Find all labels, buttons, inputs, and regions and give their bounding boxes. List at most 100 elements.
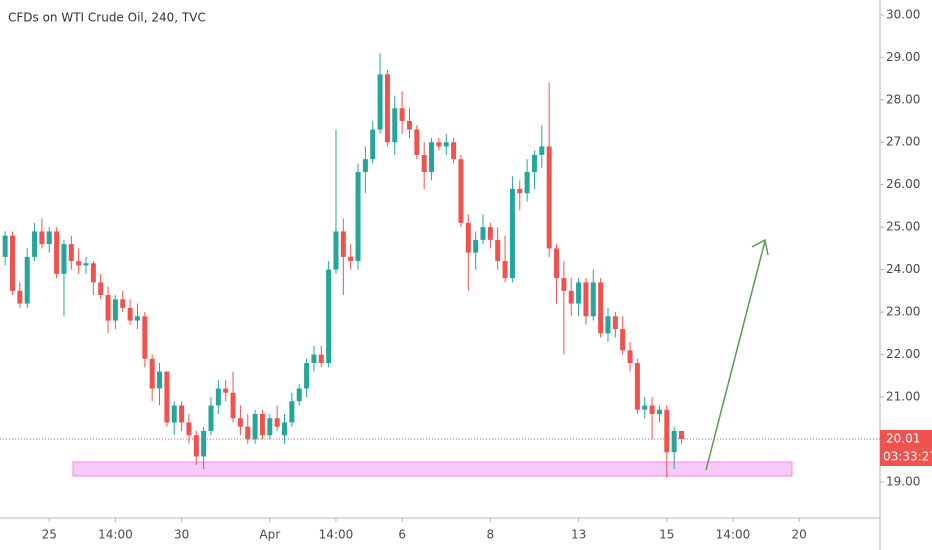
candle [554, 244, 560, 304]
candle-body [289, 401, 295, 423]
x-tick-label: Apr [259, 528, 280, 542]
candle [421, 142, 427, 189]
candle-body [68, 244, 74, 262]
candle [487, 222, 493, 249]
candle-body [17, 290, 23, 304]
candle-body [546, 146, 552, 249]
candle-body [171, 405, 177, 423]
candle [406, 108, 412, 138]
candle-body [142, 316, 148, 359]
candle-body [98, 282, 104, 296]
y-tick-label: 30.00 [886, 7, 920, 21]
candle [311, 346, 317, 372]
candle [179, 401, 185, 431]
candle [17, 282, 23, 308]
candle [223, 380, 229, 402]
candle-body [679, 430, 685, 440]
arrow-line [705, 240, 766, 471]
candle-body [39, 231, 45, 245]
candle-body [282, 422, 288, 436]
candle-body [392, 108, 398, 143]
candle-body [311, 354, 317, 364]
candle-body [620, 329, 626, 351]
candle [208, 396, 214, 436]
y-tick-label: 23.00 [886, 305, 920, 319]
candle [274, 405, 280, 431]
candle-body [568, 290, 574, 304]
candle [576, 278, 582, 317]
candle-body [76, 261, 82, 266]
candle [105, 286, 111, 334]
y-tick-label: 19.00 [886, 474, 920, 488]
candle-body [429, 142, 435, 172]
candle [90, 261, 96, 296]
candle [392, 95, 398, 155]
candle [348, 244, 354, 270]
candle [473, 231, 479, 270]
candle [370, 121, 376, 164]
candle [664, 405, 670, 478]
candle-body [414, 129, 420, 155]
candle [333, 129, 339, 274]
candle-body [267, 418, 273, 436]
candle [649, 396, 655, 440]
y-tick-label: 29.00 [886, 50, 920, 64]
candle [230, 371, 236, 423]
candle-body [223, 388, 229, 393]
candle-body [24, 256, 30, 304]
x-tick-label: 8 [487, 528, 495, 542]
candle-body [186, 422, 192, 436]
candle-body [326, 269, 332, 364]
candle [193, 430, 199, 465]
candle [296, 384, 302, 406]
y-tick-label: 25.00 [886, 220, 920, 234]
candle [429, 137, 435, 181]
candle [377, 53, 383, 134]
projection-arrow [705, 238, 769, 471]
candle-body [480, 227, 486, 240]
candle [157, 363, 163, 406]
candle-body [157, 371, 163, 389]
arrow-head [751, 238, 769, 256]
candle [237, 405, 243, 436]
candle [282, 413, 288, 444]
last-price-badge [880, 430, 932, 449]
candle [546, 82, 552, 257]
candle [39, 218, 45, 249]
candle-body [230, 392, 236, 419]
candle [465, 214, 471, 291]
candle-body [32, 231, 38, 257]
candle-body [340, 231, 346, 257]
candle [9, 231, 15, 296]
candle [112, 295, 118, 330]
candle-body [509, 188, 515, 279]
candle [46, 227, 52, 253]
x-tick-label: 14:00 [98, 528, 133, 542]
candle [201, 426, 207, 470]
candle-body [554, 248, 560, 279]
candle-body [304, 363, 310, 389]
x-tick-label: 13 [571, 528, 586, 542]
candle-body [201, 430, 207, 457]
candle-body [421, 154, 427, 172]
candle-body [237, 418, 243, 427]
candle [605, 307, 611, 342]
candle [524, 159, 530, 202]
candle [186, 413, 192, 444]
candle-body [296, 388, 302, 402]
candle [120, 290, 126, 313]
candle-body [355, 171, 361, 262]
candle-body [656, 409, 662, 414]
candle [627, 341, 633, 372]
candle [679, 430, 685, 444]
candle-body [54, 231, 60, 274]
candle-body [436, 142, 442, 147]
candle [531, 150, 537, 189]
candle [561, 261, 567, 355]
candle-body [539, 146, 545, 155]
candle-body [384, 74, 390, 143]
candle [612, 312, 618, 338]
x-tick-label: 6 [398, 528, 406, 542]
candle [539, 125, 545, 168]
